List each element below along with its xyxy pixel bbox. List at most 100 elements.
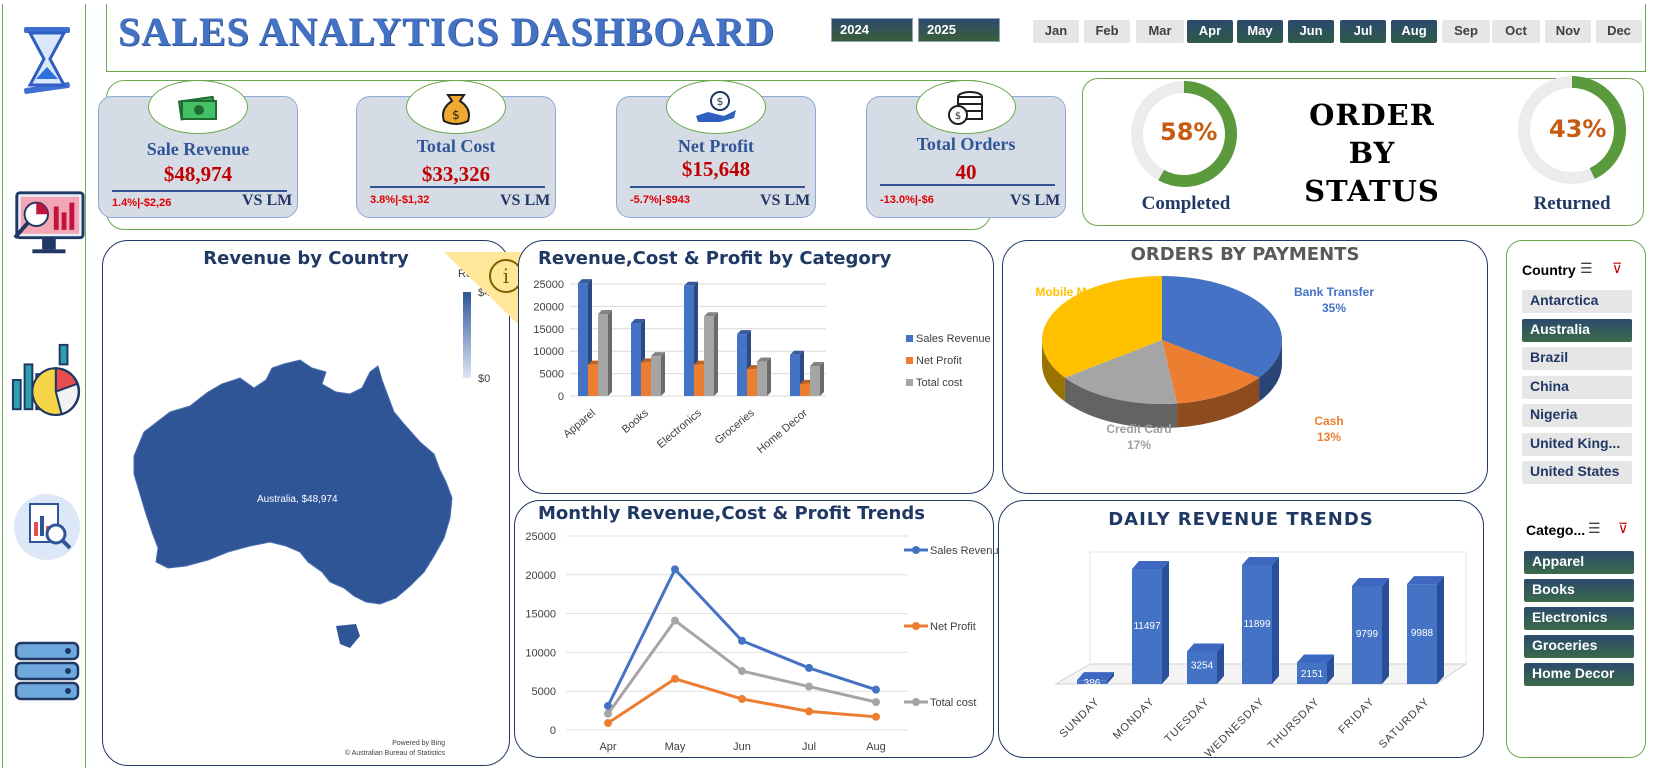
slicer-item-groceries[interactable]: Groceries — [1524, 635, 1634, 658]
slicer-item-electronics[interactable]: Electronics — [1524, 607, 1634, 630]
kpi-vs-label: VS LM — [760, 192, 811, 209]
month-feb[interactable]: Feb — [1084, 20, 1130, 43]
bar-thursday[interactable] — [1297, 662, 1327, 684]
month-mar[interactable]: Mar — [1136, 20, 1184, 43]
hourglass-icon[interactable] — [9, 20, 85, 98]
report-search-icon[interactable] — [9, 488, 85, 566]
slicer-item-united-states[interactable]: United States — [1522, 461, 1632, 484]
slicer-item-china[interactable]: China — [1522, 375, 1632, 399]
clear-filter-icon[interactable]: ⊽ — [1612, 260, 1623, 276]
bar-sales-revenue[interactable] — [790, 354, 800, 396]
kpi-delta: -5.7%|-$943 — [630, 194, 690, 206]
bar-tuesday[interactable] — [1187, 651, 1217, 684]
bar-net-profit[interactable] — [641, 362, 651, 396]
bar-side — [1327, 654, 1334, 684]
multi-select-icon[interactable]: ☰ — [1580, 260, 1593, 276]
money-bag-icon: $ — [406, 80, 506, 134]
line-point[interactable] — [738, 636, 746, 645]
month-aug[interactable]: Aug — [1391, 20, 1437, 43]
category-multi-select-icon[interactable]: ☰ — [1588, 520, 1601, 536]
page-title: SALES ANALYTICS DASHBOARD — [118, 9, 776, 54]
bar-total-cost[interactable] — [810, 365, 820, 396]
x-tick-label: May — [665, 741, 686, 753]
bar-wednesday[interactable] — [1242, 565, 1272, 684]
australia-shape[interactable] — [133, 359, 453, 605]
slicer-item-brazil[interactable]: Brazil — [1522, 347, 1632, 370]
presentation-analytics-icon[interactable] — [9, 186, 85, 264]
y-tick-label: 10000 — [533, 346, 564, 358]
data-label: 9799 — [1356, 629, 1379, 640]
month-nov[interactable]: Nov — [1545, 20, 1591, 43]
line-point[interactable] — [671, 616, 679, 625]
tasmania-shape[interactable] — [336, 624, 360, 648]
category-clear-filter-icon[interactable]: ⊽ — [1618, 520, 1629, 536]
slicer-item-antarctica[interactable]: Antarctica — [1522, 290, 1632, 313]
slicer-item-books[interactable]: Books — [1524, 579, 1634, 602]
line-point[interactable] — [805, 707, 813, 716]
legend-label: Net Profit — [916, 355, 962, 367]
month-jan[interactable]: Jan — [1033, 20, 1079, 43]
bar-total-cost[interactable] — [704, 316, 714, 396]
bar-friday[interactable] — [1352, 586, 1382, 684]
bar-net-profit[interactable] — [694, 364, 704, 396]
month-oct[interactable]: Oct — [1492, 20, 1540, 43]
pie-slice-mobile-money[interactable] — [1042, 276, 1162, 378]
x-tick-label: TUESDAY — [1163, 696, 1213, 746]
slicer-item-nigeria[interactable]: Nigeria — [1522, 404, 1632, 427]
year-slicer-2025[interactable]: 2025 — [918, 18, 1000, 42]
year-slicer-2024[interactable]: 2024 — [831, 18, 913, 42]
line-point[interactable] — [872, 712, 880, 721]
month-jun[interactable]: Jun — [1288, 20, 1334, 43]
line-point[interactable] — [805, 682, 813, 691]
category-slicer-header: Catego... — [1526, 522, 1586, 538]
map-credit-abs: © Australian Bureau of Statistics — [345, 749, 446, 757]
pie-slice-credit-card[interactable] — [1064, 340, 1178, 404]
pie-slice-bank-transfer[interactable] — [1162, 276, 1282, 378]
month-may[interactable]: May — [1237, 20, 1283, 43]
bar-sunday[interactable] — [1077, 680, 1107, 684]
line-point[interactable] — [738, 667, 746, 676]
pie-slice-cash[interactable] — [1162, 340, 1260, 404]
database-icon[interactable] — [9, 632, 85, 710]
line-point[interactable] — [872, 698, 880, 707]
bar-net-profit[interactable] — [747, 369, 757, 396]
bar-net-profit[interactable] — [800, 383, 810, 396]
slicer-item-home-decor[interactable]: Home Decor — [1524, 663, 1634, 686]
bar-sales-revenue[interactable] — [737, 334, 747, 396]
bar-top — [651, 352, 665, 357]
bar-net-profit[interactable] — [588, 364, 598, 396]
line-point[interactable] — [872, 685, 880, 694]
slicer-item-australia[interactable]: Australia — [1522, 318, 1632, 342]
line-point[interactable] — [604, 719, 612, 728]
line-point[interactable] — [805, 663, 813, 672]
charts-icon[interactable] — [9, 340, 85, 418]
line-point[interactable] — [671, 674, 679, 683]
month-jul[interactable]: Jul — [1340, 20, 1386, 43]
legend-label: Sales Revenue — [916, 333, 990, 345]
month-sep[interactable]: Sep — [1442, 20, 1490, 43]
bar-total-cost[interactable] — [651, 356, 661, 396]
bar-total-cost[interactable] — [598, 314, 608, 396]
bar-sales-revenue[interactable] — [684, 285, 694, 396]
category-bar-chart: 0 5000 10000 15000 20000 25000 Apparel Books Ele… — [533, 279, 990, 456]
slicer-item-united-king-[interactable]: United King... — [1522, 432, 1632, 456]
bar-side — [1437, 576, 1444, 684]
line-point[interactable] — [671, 565, 679, 574]
bar-total-cost[interactable] — [757, 361, 767, 396]
x-tick-label: Groceries — [713, 407, 758, 447]
bar-monday[interactable] — [1132, 569, 1162, 684]
map-title: Revenue by Country — [203, 248, 409, 269]
line-point[interactable] — [604, 709, 612, 718]
x-tick-label: THURSDAY — [1266, 696, 1322, 752]
month-dec[interactable]: Dec — [1596, 20, 1642, 43]
bar-saturday[interactable] — [1407, 584, 1437, 684]
pie-side — [1259, 340, 1282, 402]
bar-sales-revenue[interactable] — [631, 322, 641, 396]
legend-label: Total cost — [930, 697, 976, 709]
line-point[interactable] — [738, 694, 746, 703]
y-tick-label: 15000 — [533, 324, 564, 336]
month-apr[interactable]: Apr — [1187, 20, 1233, 43]
line-point[interactable] — [604, 701, 612, 710]
slicer-item-apparel[interactable]: Apparel — [1524, 551, 1634, 574]
bar-sales-revenue[interactable] — [578, 283, 588, 396]
